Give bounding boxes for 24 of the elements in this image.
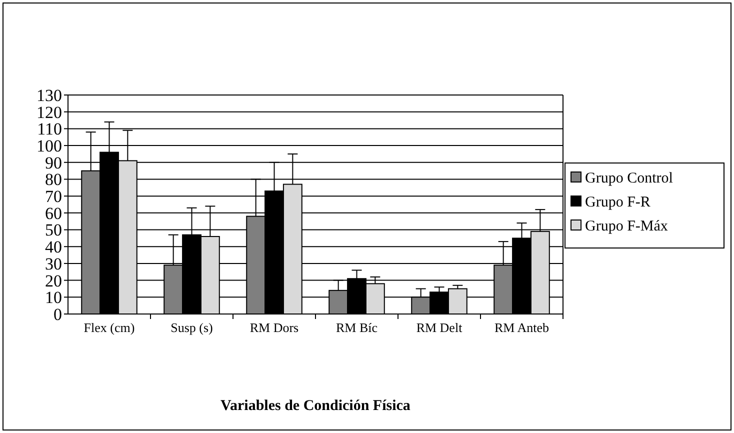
y-tick-label: 120 bbox=[36, 102, 62, 122]
y-tick-label: 40 bbox=[45, 238, 62, 257]
legend-label: Grupo F-R bbox=[585, 194, 650, 210]
y-tick-label: 20 bbox=[45, 271, 62, 290]
y-tick-label: 90 bbox=[45, 153, 62, 172]
y-tick-label: 60 bbox=[45, 204, 62, 223]
x-tick-label: RM Delt bbox=[416, 320, 463, 335]
x-tick-label: Susp (s) bbox=[170, 320, 213, 335]
y-tick-label: 50 bbox=[45, 220, 62, 240]
y-tick-label: 130 bbox=[36, 86, 62, 105]
y-tick-label: 0 bbox=[54, 304, 62, 324]
y-tick-label: 10 bbox=[45, 288, 62, 308]
x-tick-label: RM Dors bbox=[250, 320, 299, 335]
y-tick-label: 80 bbox=[45, 170, 62, 190]
x-tick-label: Flex (cm) bbox=[84, 320, 135, 335]
y-tick-label: 30 bbox=[45, 254, 62, 274]
y-tick-label: 110 bbox=[37, 120, 62, 139]
x-tick-label: RM Bíc bbox=[336, 320, 378, 335]
legend-label: Grupo Control bbox=[585, 170, 673, 186]
legend-label: Grupo F-Máx bbox=[585, 218, 668, 234]
x-tick-label: RM Anteb bbox=[494, 320, 550, 335]
y-tick-label: 70 bbox=[45, 187, 62, 206]
x-axis-title: Variables de Condición Física bbox=[220, 398, 411, 414]
y-tick-label: 100 bbox=[36, 136, 62, 156]
